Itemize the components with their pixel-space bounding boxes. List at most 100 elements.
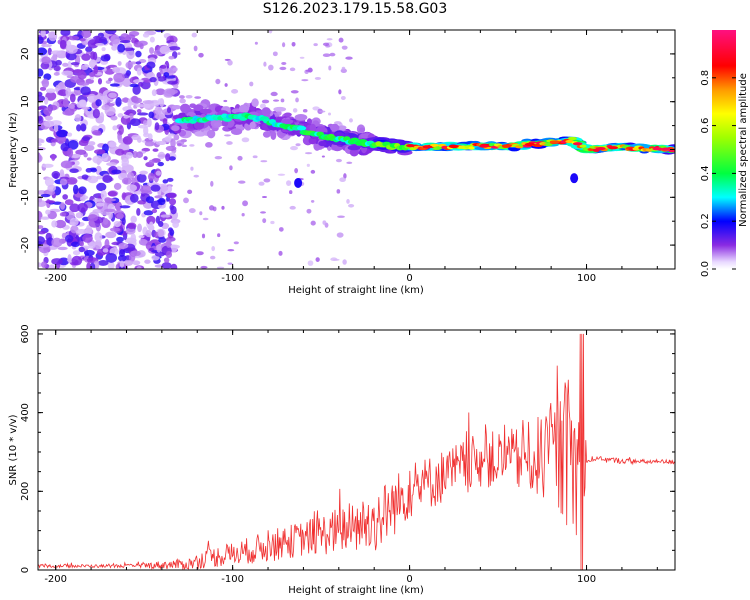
spectrogram-ylabel: Frequency (Hz) (8, 112, 19, 188)
spectrogram-ridge-blob (567, 136, 577, 141)
spectrogram-noise-blob (279, 66, 287, 71)
spectrogram-noise-blob (337, 215, 345, 218)
spectrogram-noise-blob (166, 192, 177, 199)
spectrogram-noise-blob (136, 266, 142, 269)
spectrogram-noise-blob (160, 64, 167, 69)
spectrogram-noise-blob (169, 204, 175, 211)
spectrogram-noise-blob (327, 112, 332, 116)
spectrogram-noise-blob (132, 260, 141, 266)
spectrogram-noise-blob (336, 189, 341, 194)
spectrogram-signal-blob (347, 145, 361, 151)
spectrogram-ytick-label: 10 (20, 95, 31, 108)
spectrogram-noise-blob (229, 165, 233, 171)
chart-title: S126.2023.179.15.58.G03 (262, 1, 448, 17)
spectrogram-noise-blob (130, 233, 137, 242)
spectrogram-noise-blob (340, 95, 346, 101)
spectrogram-noise-blob (163, 257, 170, 263)
spectrogram-peak-blob (448, 144, 459, 149)
spectrogram-noise-blob (109, 227, 121, 232)
spectrogram-noise-blob (336, 232, 344, 238)
spectrogram-noise-blob (72, 250, 81, 256)
spectrogram-noise-blob (280, 98, 285, 103)
spectrogram-noise-blob (75, 212, 84, 219)
spectrogram-noise-blob (193, 174, 200, 178)
spectrogram-signal-blob (193, 104, 204, 112)
spectrogram-noise-blob (137, 81, 144, 87)
spectrogram-noise-blob (43, 107, 52, 116)
spectrogram-noise-blob (39, 86, 47, 91)
spectrogram-noise-blob (102, 175, 113, 183)
spectrogram-noise-blob (85, 168, 93, 173)
spectrogram-signal-blob (330, 123, 340, 132)
spectrogram-noise-blob (38, 262, 42, 268)
spectrogram-signal-blob (171, 105, 182, 110)
spectrogram-noise-blob (122, 135, 133, 145)
spectrogram-noise-blob (51, 258, 63, 265)
spectrogram-xtick-label: -100 (221, 273, 244, 284)
spectrogram-peak-blob (595, 146, 606, 151)
spectrogram-noise-blob (38, 36, 44, 45)
spectrogram-noise-blob (75, 149, 87, 155)
spectrogram-noise-blob (95, 99, 102, 107)
spectrogram-noise-blob (144, 259, 151, 264)
spectrogram-noise-blob (254, 41, 258, 45)
spectrogram-noise-blob (346, 199, 350, 204)
snr-xtick-label: 100 (577, 574, 596, 585)
snr-xtick-label: 0 (406, 574, 412, 585)
spectrogram-noise-blob (45, 209, 51, 215)
spectrogram-ridge-blob (572, 142, 583, 146)
spectrogram-noise-blob (102, 217, 109, 225)
spectrogram-noise-blob (145, 196, 155, 204)
spectrogram-noise-blob (156, 244, 162, 253)
spectrogram-noise-blob (215, 78, 221, 85)
spectrogram-noise-blob (157, 197, 166, 206)
spectrogram-noise-blob (62, 62, 69, 67)
spectrogram-noise-blob (224, 134, 231, 137)
spectrogram-noise-blob (83, 144, 95, 152)
spectrogram-noise-blob (124, 259, 134, 266)
spectrogram-noise-blob (167, 185, 173, 193)
spectrogram-noise-blob (79, 99, 87, 108)
spectrogram-noise-blob (43, 120, 55, 127)
spectrogram-noise-blob (44, 200, 56, 204)
spectrogram-noise-blob (76, 124, 82, 132)
spectrogram-noise-blob (167, 133, 176, 137)
spectrogram-noise-blob (78, 139, 89, 146)
spectrogram-noise-blob (195, 251, 204, 256)
spectrogram-noise-blob (40, 216, 50, 220)
spectrogram-noise-blob (38, 111, 42, 117)
spectrogram-noise-blob (55, 59, 62, 66)
spectrogram-noise-blob (214, 156, 223, 160)
spectrogram-noise-blob (165, 153, 171, 162)
spectrogram-noise-blob (155, 88, 166, 96)
spectrogram-noise-blob (277, 173, 286, 176)
spectrogram-signal-blob (306, 118, 312, 125)
colorbar-tick-label: 0.0 (700, 261, 711, 277)
snr-xtick-label: -100 (221, 574, 244, 585)
spectrogram-noise-blob (263, 61, 267, 67)
spectrogram-noise-blob (74, 114, 82, 122)
spectrogram-signal-blob (238, 104, 249, 113)
spectrogram-noise-blob (51, 237, 63, 248)
spectrogram-signal-blob (199, 108, 212, 114)
spectrogram-noise-blob (135, 50, 142, 58)
spectrogram-noise-blob (333, 258, 340, 261)
spectrogram-noise-blob (328, 65, 332, 71)
spectrogram-ytick-label: 20 (20, 48, 31, 61)
spectrogram-noise-blob (113, 220, 121, 228)
spectrogram-noise-blob (142, 103, 151, 109)
spectrogram-noise-blob (154, 195, 163, 199)
spectrogram-signal-blob (309, 123, 317, 133)
spectrogram-noise-blob (299, 56, 305, 59)
spectrogram-noise-blob (166, 88, 178, 95)
spectrogram-noise-blob (132, 97, 143, 104)
spectrogram-noise-blob (92, 130, 102, 136)
spectrogram-noise-blob (85, 224, 93, 235)
spectrogram-noise-blob (101, 152, 109, 162)
spectrogram-noise-blob (67, 147, 74, 158)
spectrogram-noise-blob (104, 238, 110, 249)
spectrogram-noise-blob (105, 252, 118, 263)
spectrogram-signal-blob (194, 130, 206, 137)
spectrogram-noise-blob (77, 202, 88, 213)
